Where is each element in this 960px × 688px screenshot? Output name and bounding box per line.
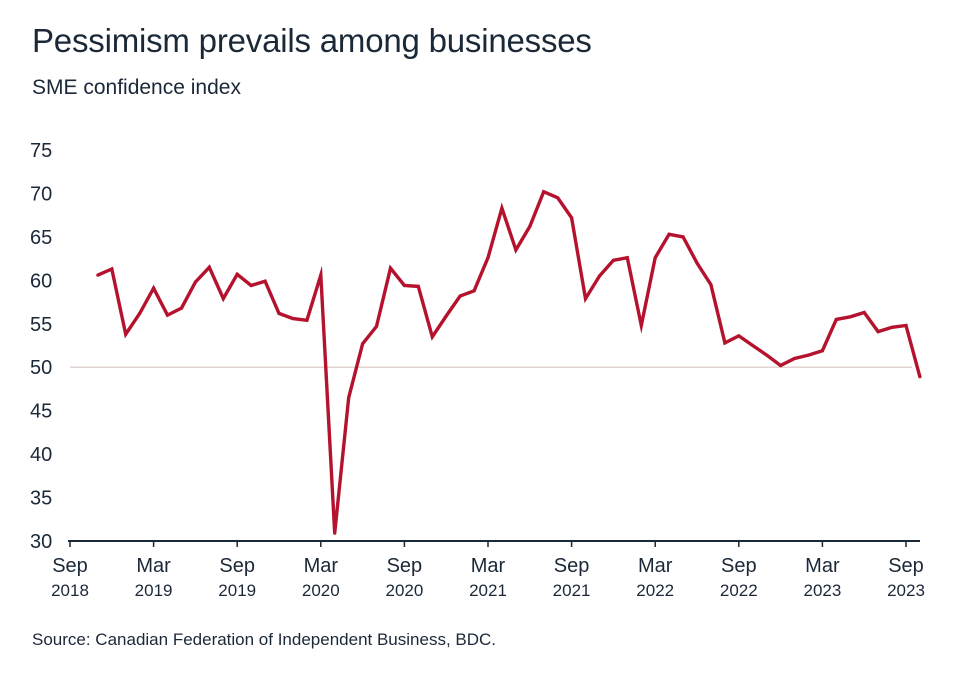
x-tick-month-label: Sep (888, 555, 924, 577)
data-point (625, 256, 629, 260)
x-tick-year-label: 2020 (302, 581, 340, 600)
data-point (639, 323, 643, 328)
data-point (444, 314, 448, 318)
x-tick-year-label: 2023 (887, 581, 925, 600)
x-tick-year-label: 2019 (135, 581, 173, 600)
x-tick-year-label: 2019 (218, 581, 256, 600)
data-point (611, 258, 616, 262)
data-point (876, 329, 880, 334)
data-point (723, 341, 727, 345)
data-point (374, 324, 379, 328)
data-point (500, 206, 504, 210)
data-point (542, 190, 546, 194)
data-point (249, 283, 253, 288)
data-point (416, 284, 420, 289)
x-tick-month-label: Mar (136, 555, 171, 577)
y-tick-label: 75 (30, 140, 52, 162)
data-point (695, 261, 699, 265)
data-point (472, 289, 476, 293)
x-tick-month-label: Sep (721, 555, 757, 577)
data-point (583, 296, 588, 301)
data-point (179, 306, 184, 310)
data-point (305, 318, 309, 322)
data-point (235, 272, 239, 276)
y-tick-label: 40 (30, 444, 52, 466)
sme-confidence-series-line (97, 189, 922, 534)
data-point (918, 375, 922, 379)
data-point (221, 296, 225, 301)
data-point (570, 216, 574, 220)
data-point (263, 279, 267, 283)
x-tick-month-label: Sep (52, 555, 88, 577)
data-point (792, 356, 797, 361)
data-point (361, 342, 365, 346)
x-tick-month-label: Sep (387, 555, 423, 577)
data-point (667, 232, 671, 236)
data-point (653, 256, 657, 260)
data-point (820, 349, 825, 353)
data-point (862, 310, 866, 315)
data-point (124, 332, 128, 336)
x-tick-month-label: Mar (471, 555, 506, 577)
data-point (597, 274, 602, 278)
y-tick-label: 30 (30, 531, 52, 553)
data-point (207, 265, 211, 269)
data-point (751, 343, 755, 348)
data-point (806, 353, 811, 357)
data-point (486, 256, 490, 260)
x-tick-month-label: Sep (554, 555, 590, 577)
x-tick-year-label: 2021 (553, 581, 591, 600)
data-point (458, 294, 462, 298)
x-tick-year-label: 2023 (803, 581, 841, 600)
data-point (110, 267, 114, 271)
chart-title: Pessimism prevails among businesses (32, 22, 592, 59)
x-tick-month-label: Mar (638, 555, 673, 577)
source-note: Source: Canadian Federation of Independe… (32, 630, 497, 649)
data-point (138, 311, 142, 315)
y-tick-label: 70 (30, 183, 52, 205)
data-point (737, 334, 741, 338)
data-point (347, 396, 351, 400)
data-point (709, 283, 713, 287)
y-tick-label: 55 (30, 314, 52, 336)
y-tick-label: 60 (30, 270, 52, 292)
data-point (291, 316, 295, 321)
data-point (333, 531, 337, 535)
x-tick-year-label: 2022 (636, 581, 674, 600)
data-point (528, 224, 532, 229)
y-tick-label: 45 (30, 401, 52, 423)
data-point (834, 317, 838, 322)
data-point (193, 280, 197, 284)
data-point (890, 325, 894, 329)
data-point (904, 323, 908, 328)
y-tick-label: 65 (30, 227, 52, 249)
data-point (779, 363, 783, 368)
data-point (96, 273, 100, 277)
data-point (848, 315, 852, 319)
y-tick-label: 50 (30, 357, 52, 379)
x-tick-month-label: Mar (304, 555, 339, 577)
data-point (430, 335, 434, 339)
data-point (402, 283, 406, 288)
x-tick-month-label: Sep (219, 555, 255, 577)
x-tick-year-label: 2022 (720, 581, 758, 600)
x-tick-year-label: 2021 (469, 581, 507, 600)
data-point (152, 286, 156, 290)
data-point (319, 273, 323, 277)
x-tick-year-label: 2020 (385, 581, 423, 600)
data-point (514, 248, 518, 252)
data-point (165, 313, 170, 317)
x-tick-year-label: 2018 (51, 581, 89, 600)
data-point (277, 311, 281, 315)
x-tick-month-label: Mar (805, 555, 840, 577)
data-point (681, 235, 685, 239)
chart-subtitle: SME confidence index (32, 76, 241, 99)
data-point (388, 266, 393, 270)
data-point (765, 353, 769, 357)
y-tick-label: 35 (30, 488, 52, 510)
data-point (556, 196, 560, 200)
